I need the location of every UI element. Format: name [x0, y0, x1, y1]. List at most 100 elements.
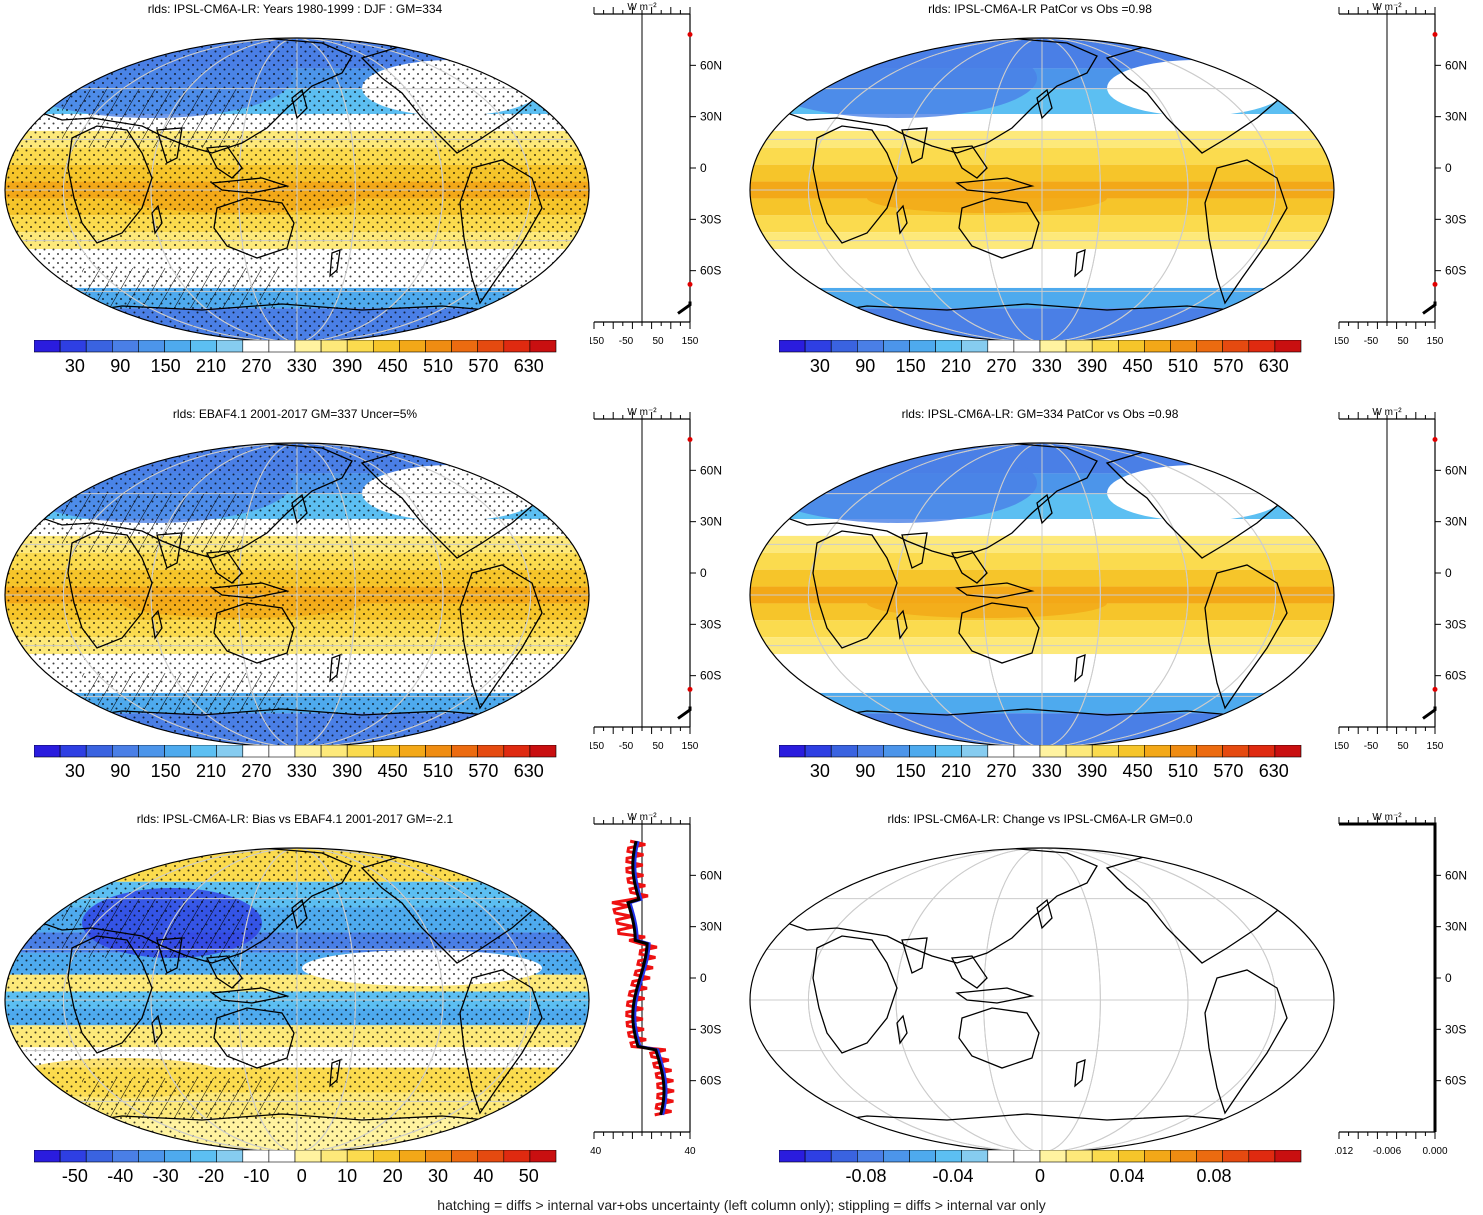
profile-curve-black: [677, 706, 692, 720]
colorbar-label: 90: [855, 356, 876, 376]
panel-bias-vs-ebaf: rlds: IPSL-CM6A-LR: Bias vs EBAF4.1 2001…: [0, 810, 740, 1195]
colorbar-swatch-7: [961, 1150, 989, 1163]
colorbar-swatch-2: [830, 340, 858, 353]
meridian-5: [807, 38, 1277, 342]
coastline-japan: [1036, 898, 1053, 930]
colorbar-label: 150: [895, 356, 926, 376]
colorbar-swatch-10: [294, 745, 322, 758]
colorbar-swatch-17: [477, 745, 505, 758]
profile-unit-label: W m⁻²: [627, 2, 657, 13]
profile-point-south: [687, 281, 693, 287]
colorbar-swatch-7: [216, 745, 244, 758]
profile-xlabel-1: -50: [1364, 336, 1379, 347]
colorbar-swatch-9: [1013, 1150, 1041, 1163]
panel-title: rlds: IPSL-CM6A-LR: Years 1980-1999 : DJ…: [147, 2, 443, 16]
colorbar-swatch-8: [987, 340, 1015, 353]
colorbar-swatch-2: [85, 340, 113, 353]
robinson-map: [749, 442, 1335, 748]
profile-unit-label: W m⁻²: [1372, 812, 1402, 823]
coastline-greenland: [520, 443, 581, 464]
colorbar-label: -0.08: [845, 1166, 887, 1186]
coastline-africa: [67, 530, 153, 649]
profile-xlabel-2: 50: [652, 336, 664, 347]
colorbar-swatch-10: [294, 340, 322, 353]
colorbar-label: 30: [64, 761, 85, 781]
coastline-greenland: [1265, 38, 1326, 59]
profile-curve-black: [626, 840, 666, 1116]
coastline-australia: [958, 602, 1040, 664]
colorbar-swatch-2: [830, 1150, 858, 1163]
coastline-australia: [213, 197, 295, 259]
profile-curve-red: [611, 839, 675, 1117]
coastline-australia: [213, 602, 295, 664]
colorbar-swatch-11: [1065, 1150, 1093, 1163]
coastline-samerica: [1204, 969, 1288, 1115]
colorbar-swatch-11: [1065, 745, 1093, 758]
profile-ylabel-2: 0: [1445, 161, 1452, 175]
colorbar-swatch-17: [1222, 340, 1250, 353]
colorbar-label: 90: [110, 761, 131, 781]
colorbar-label: 450: [377, 761, 408, 781]
meridian-4: [150, 443, 444, 747]
coastline-japan: [291, 88, 308, 120]
meridian-5: [62, 848, 532, 1152]
profile-ylabel-0: 60N: [700, 58, 722, 72]
colorbar-swatch-17: [477, 340, 505, 353]
profile-unit-label: W m⁻²: [627, 407, 657, 418]
coastline-africa: [67, 125, 153, 244]
colorbar-swatch-19: [1274, 340, 1302, 353]
profile-xlabel-0: -150: [590, 741, 604, 752]
profile-ylabel-4: 60S: [700, 264, 721, 278]
colorbar-swatch-17: [1222, 1150, 1250, 1163]
colorbar-label: 510: [1167, 761, 1198, 781]
colorbar-labels: 30 90 150 210 270 330 390 450 510 570 630: [779, 356, 1301, 378]
colorbar-swatch-12: [1091, 340, 1119, 353]
colorbar-swatch-1: [59, 1150, 87, 1163]
colorbar-swatch-1: [59, 340, 87, 353]
coastline-nz: [329, 1059, 341, 1088]
colorbar-swatch-9: [268, 340, 296, 353]
coastline-nz: [1074, 1059, 1086, 1088]
colorbar-swatch-7: [216, 340, 244, 353]
coastline-greenland: [520, 38, 581, 59]
colorbar-label: 30: [809, 356, 830, 376]
coastline-india: [901, 532, 928, 569]
colorbar-label: 510: [422, 761, 453, 781]
colorbar-swatch-11: [320, 340, 348, 353]
coastline-seasia: [205, 955, 243, 989]
profile-curve-black: [1422, 706, 1437, 720]
meridian-3: [983, 443, 1101, 747]
coastline-africa: [812, 125, 898, 244]
colorbar-label: 330: [1031, 761, 1062, 781]
colorbar: [779, 745, 1302, 758]
colorbar-swatch-8: [242, 745, 270, 758]
colorbar-swatch-15: [425, 1150, 452, 1163]
profile-ylabel-4: 60S: [1445, 669, 1466, 683]
profile-xlabel-2: 50: [1397, 741, 1409, 752]
colorbar: [34, 745, 557, 758]
colorbar-swatch-3: [112, 745, 139, 758]
zonal-mean-profile: 60N 30N 0 30S 60S -150 -50 50 150 W m⁻²: [1335, 407, 1467, 752]
colorbar-label: -10: [243, 1166, 270, 1186]
colorbar-swatch-7: [961, 745, 989, 758]
profile-ylabel-1: 30N: [1445, 110, 1467, 124]
panel-title: rlds: IPSL-CM6A-LR: Change vs IPSL-CM6A-…: [887, 812, 1193, 826]
coastline-japan: [291, 493, 308, 525]
profile-ylabel-0: 60N: [1445, 58, 1467, 72]
colorbar-label: 390: [332, 356, 363, 376]
meridian-3: [238, 38, 356, 342]
panel-title: rlds: IPSL-CM6A-LR: GM=334 PatCor vs Obs…: [901, 407, 1179, 421]
colorbar-label: 90: [855, 761, 876, 781]
colorbar-label: 450: [377, 356, 408, 376]
colorbar-swatch-3: [857, 745, 884, 758]
colorbar-label: 90: [110, 356, 131, 376]
zonal-mean-profile: 60N 30N 0 30S 60S -150 -50 50 150 W m⁻²: [1335, 2, 1467, 347]
colorbar-swatch-16: [451, 340, 479, 353]
colorbar-swatch-10: [1039, 1150, 1067, 1163]
coastline-japan: [1036, 493, 1053, 525]
coastline-nz: [329, 654, 341, 683]
colorbar-swatch-5: [164, 745, 191, 758]
colorbar-swatch-12: [1091, 745, 1119, 758]
profile-point-north: [687, 32, 693, 38]
colorbar-label: 30: [427, 1166, 448, 1186]
